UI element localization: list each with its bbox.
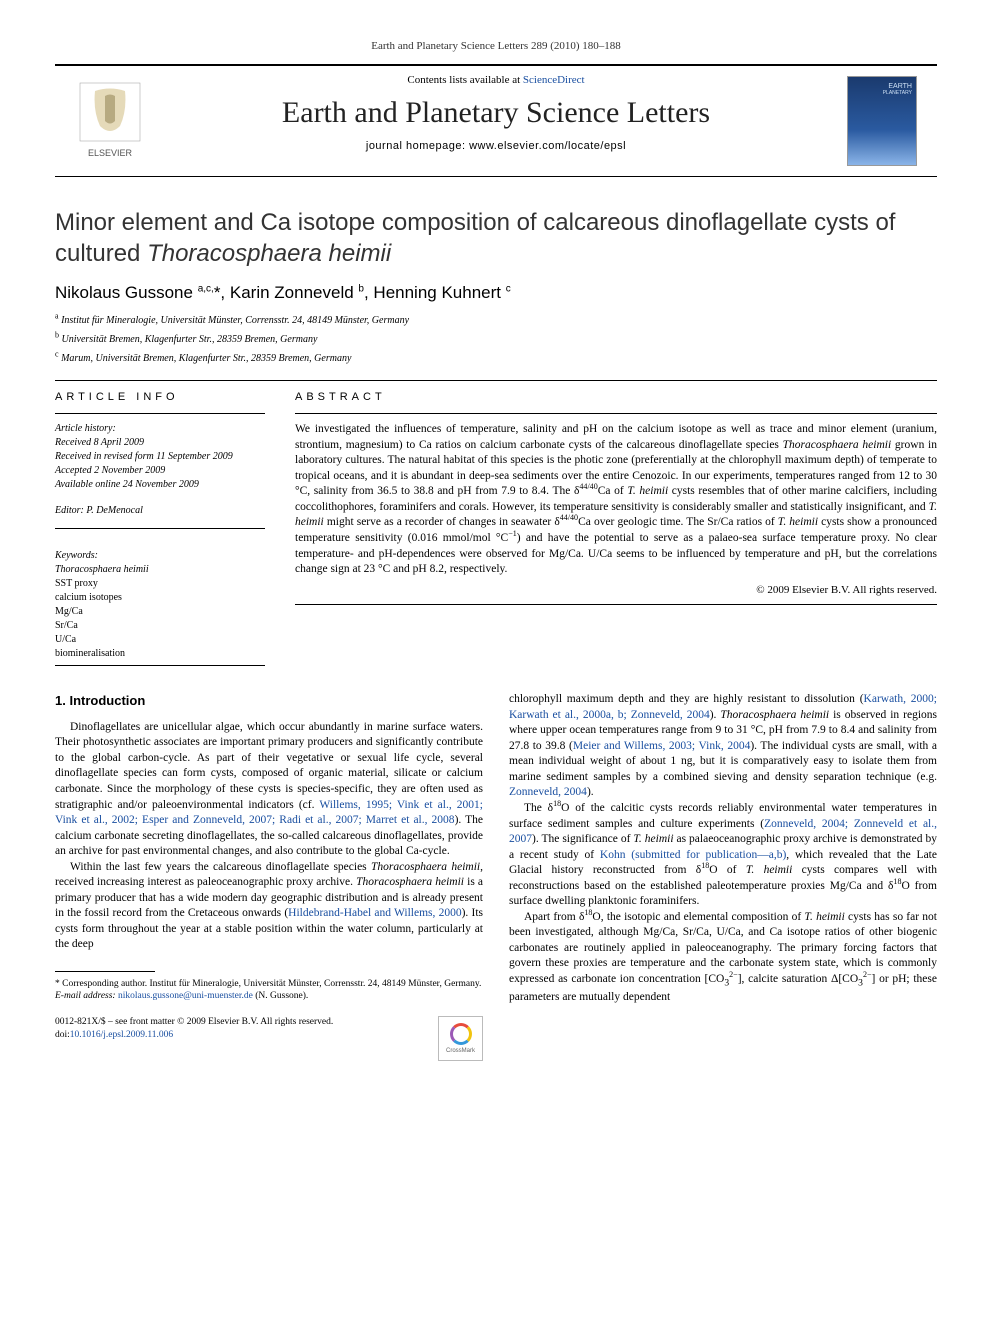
page-footer: 0012-821X/$ – see front matter © 2009 El… xyxy=(55,1016,483,1061)
affiliation-sup: c xyxy=(55,350,59,359)
running-head: Earth and Planetary Science Letters 289 … xyxy=(55,40,937,52)
email-label: E-mail address: xyxy=(55,991,118,1001)
journal-title: Earth and Planetary Science Letters xyxy=(175,96,817,130)
article-info-block: ARTICLE INFO Article history: Received 8… xyxy=(55,391,265,661)
divider xyxy=(295,413,937,414)
epsl-cover-cell: EARTH PLANETARY xyxy=(827,66,937,176)
body-two-column: 1. Introduction Dinoflagellates are unic… xyxy=(55,692,937,1061)
affiliation-sup: a xyxy=(55,312,59,321)
affiliation-text: Institut für Mineralogie, Universität Mü… xyxy=(61,315,409,326)
crossmark-badge[interactable]: CrossMark xyxy=(438,1016,483,1061)
affiliation: b Universität Bremen, Klagenfurter Str.,… xyxy=(55,332,937,347)
keyword: Thoracosphaera heimii xyxy=(55,563,265,577)
doi-link[interactable]: 10.1016/j.epsl.2009.11.006 xyxy=(70,1030,173,1040)
affiliation-sup: b xyxy=(55,331,59,340)
contents-available-line: Contents lists available at ScienceDirec… xyxy=(175,74,817,86)
affiliation-text: Universität Bremen, Klagenfurter Str., 2… xyxy=(62,334,318,345)
body-paragraph: Dinoflagellates are unicellular algae, w… xyxy=(55,720,483,860)
right-column: chlorophyll maximum depth and they are h… xyxy=(509,692,937,1061)
keyword: U/Ca xyxy=(55,633,265,647)
article-title: Minor element and Ca isotope composition… xyxy=(55,207,937,269)
history-label: Article history: xyxy=(55,422,265,436)
abstract-block: ABSTRACT We investigated the influences … xyxy=(295,391,937,661)
keyword: calcium isotopes xyxy=(55,591,265,605)
affiliation-list: a Institut für Mineralogie, Universität … xyxy=(55,313,937,366)
author-list: Nikolaus Gussone a,c,*, Karin Zonneveld … xyxy=(55,283,937,303)
divider xyxy=(55,528,265,529)
email-footnote: E-mail address: nikolaus.gussone@uni-mue… xyxy=(55,990,483,1002)
issn-copyright: 0012-821X/$ – see front matter © 2009 El… xyxy=(55,1016,333,1028)
divider xyxy=(55,413,265,414)
crossmark-ring-icon xyxy=(450,1023,472,1045)
history-item: Accepted 2 November 2009 xyxy=(55,464,265,478)
elsevier-wordmark: ELSEVIER xyxy=(88,148,133,158)
history-item: Received 8 April 2009 xyxy=(55,436,265,450)
body-paragraph: Within the last few years the calcareous… xyxy=(55,860,483,953)
corresponding-author-footnote: * Corresponding author. Institut für Min… xyxy=(55,978,483,990)
epsl-cover-thumb: EARTH PLANETARY xyxy=(847,76,917,166)
affiliation: a Institut für Mineralogie, Universität … xyxy=(55,313,937,328)
abstract-text: We investigated the influences of temper… xyxy=(295,422,937,577)
homepage-prefix: journal homepage: xyxy=(366,140,469,152)
body-paragraph: chlorophyll maximum depth and they are h… xyxy=(509,692,937,801)
body-paragraph: Apart from δ18O, the isotopic and elemen… xyxy=(509,910,937,1006)
sciencedirect-link[interactable]: ScienceDirect xyxy=(523,74,585,86)
epsl-badge-line2: PLANETARY xyxy=(883,91,912,97)
history-item: Available online 24 November 2009 xyxy=(55,478,265,492)
keyword: Mg/Ca xyxy=(55,605,265,619)
keyword: biomineralisation xyxy=(55,647,265,661)
contents-prefix: Contents lists available at xyxy=(407,74,522,86)
abstract-copyright: © 2009 Elsevier B.V. All rights reserved… xyxy=(295,584,937,596)
affiliation: c Marum, Universität Bremen, Klagenfurte… xyxy=(55,351,937,366)
elsevier-logo: ELSEVIER xyxy=(75,81,145,161)
journal-header-bar: ELSEVIER Contents lists available at Sci… xyxy=(55,64,937,177)
left-column: 1. Introduction Dinoflagellates are unic… xyxy=(55,692,483,1061)
editor-line: Editor: P. DeMenocal xyxy=(55,504,265,518)
abstract-label: ABSTRACT xyxy=(295,391,937,403)
history-item: Received in revised form 11 September 20… xyxy=(55,450,265,464)
divider xyxy=(295,604,937,605)
keyword: SST proxy xyxy=(55,577,265,591)
email-suffix: (N. Gussone). xyxy=(253,991,308,1001)
body-paragraph: The δ18O of the calcitic cysts records r… xyxy=(509,801,937,910)
homepage-url: www.elsevier.com/locate/epsl xyxy=(469,140,626,152)
keyword: Sr/Ca xyxy=(55,619,265,633)
article-info-label: ARTICLE INFO xyxy=(55,391,265,403)
email-link[interactable]: nikolaus.gussone@uni-muenster.de xyxy=(118,991,253,1001)
keywords-label: Keywords: xyxy=(55,549,265,563)
section-heading-introduction: 1. Introduction xyxy=(55,692,483,710)
crossmark-label: CrossMark xyxy=(446,1047,475,1055)
elsevier-logo-cell: ELSEVIER xyxy=(55,66,165,176)
divider xyxy=(55,380,937,381)
affiliation-text: Marum, Universität Bremen, Klagenfurter … xyxy=(61,353,351,364)
footnote-divider xyxy=(55,971,155,972)
divider xyxy=(55,665,265,666)
doi-label: doi: xyxy=(55,1030,70,1040)
journal-homepage-line: journal homepage: www.elsevier.com/locat… xyxy=(175,140,817,152)
